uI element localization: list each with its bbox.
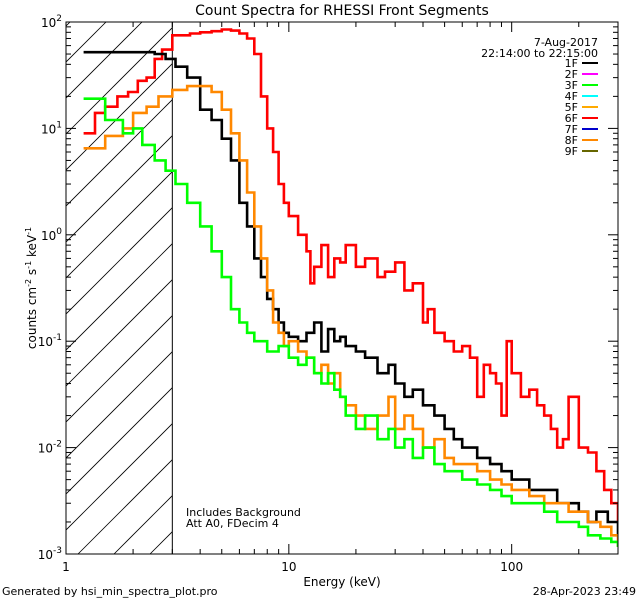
- y-tick-label: 101: [41, 120, 62, 136]
- annotation-background: Includes Background: [186, 506, 301, 519]
- hatch-line: [66, 243, 173, 351]
- legend-label-6F: 6F: [565, 112, 578, 125]
- hatch-line: [66, 22, 71, 27]
- plot-frame: [65, 21, 619, 555]
- y-tick-label: 100: [41, 227, 62, 243]
- y-tick-label: 102: [41, 14, 62, 30]
- time-range-label: 22:14:00 to 22:15:00: [481, 47, 598, 60]
- x-tick-label: 1: [62, 560, 70, 574]
- hatch-line: [77, 459, 173, 554]
- y-axis-label: counts cm-2 s-1 keV-1: [24, 227, 39, 349]
- hatch-line: [66, 207, 173, 315]
- y-tick-label: 10-1: [38, 333, 62, 349]
- series-group: [83, 28, 618, 547]
- y-tick-label: 10-2: [38, 440, 62, 456]
- hatch-line: [66, 423, 173, 531]
- axes: 1 10 100 10-3 10-2 10-1 100 101 102: [38, 14, 619, 574]
- timestamp-label: 28-Apr-2023 23:49: [533, 585, 636, 598]
- legend-label-8F: 8F: [565, 134, 578, 147]
- generated-by-label: Generated by hsi_min_spectra_plot.pro: [2, 585, 218, 598]
- hatch-line: [66, 63, 173, 171]
- series-line-8F: [83, 84, 618, 547]
- hatch-line: [66, 22, 143, 99]
- x-tick-label: 100: [500, 560, 523, 574]
- legend-label-9F: 9F: [565, 145, 578, 158]
- hatch-line: [66, 315, 173, 423]
- legend-label-2F: 2F: [565, 68, 578, 81]
- annotation-attenuator: Att A0, FDecim 4: [186, 517, 279, 530]
- legend-label-1F: 1F: [565, 57, 578, 70]
- chart-title: Count Spectra for RHESSI Front Segments: [195, 3, 489, 19]
- series-line-3F: [83, 97, 618, 547]
- hatch-line: [66, 387, 173, 495]
- series-line-6F: [83, 28, 618, 524]
- x-tick-label: 10: [281, 560, 296, 574]
- hatch-line: [66, 27, 173, 135]
- legend-label-5F: 5F: [565, 101, 578, 114]
- x-axis-label: Energy (keV): [303, 575, 380, 589]
- shaded-region: [0, 0, 173, 554]
- series-line-1F: [83, 50, 618, 537]
- legend-label-7F: 7F: [565, 123, 578, 136]
- legend-label-4F: 4F: [565, 90, 578, 103]
- date-label: 7-Aug-2017: [534, 36, 598, 49]
- hatch-line: [0, 0, 26, 554]
- y-tick-label: 10-3: [38, 546, 62, 562]
- hatch-line: [66, 171, 173, 279]
- legend-label-3F: 3F: [565, 79, 578, 92]
